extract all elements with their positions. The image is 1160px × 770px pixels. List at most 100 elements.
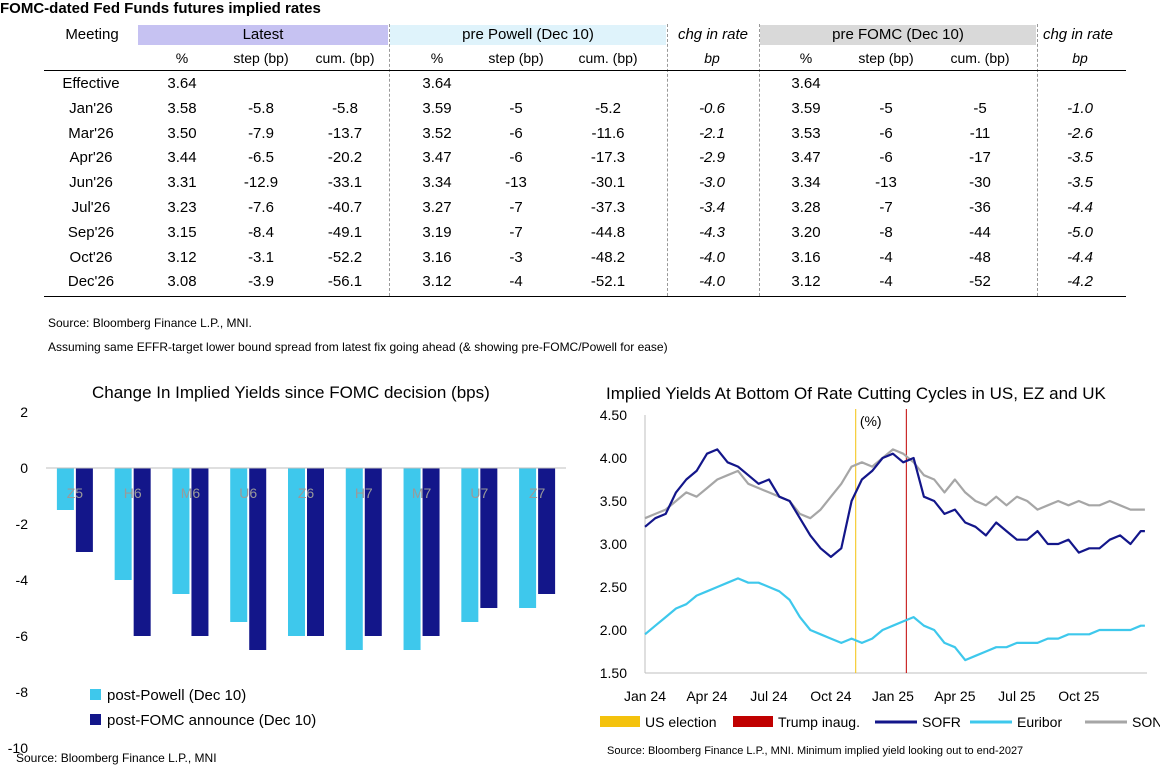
y-tick-label: 1.50 (600, 665, 627, 681)
table-cell: -12.9 (243, 174, 279, 192)
table-cell: 3.50 (167, 124, 197, 142)
table-cell: 3.47 (422, 149, 452, 167)
column-subheader: bp (1072, 50, 1088, 66)
table-cell: -52.1 (590, 273, 626, 291)
meeting-label: Effective (62, 75, 120, 92)
y-tick-label: 3.50 (600, 493, 627, 509)
table-cell: -3.5 (1067, 174, 1093, 192)
series-line-sofr (644, 448, 1145, 558)
table-cell: -5.0 (1067, 223, 1093, 241)
table-cell: 3.34 (422, 174, 452, 192)
table-cell: -7.9 (248, 124, 274, 142)
table-cell: 3.59 (422, 99, 452, 117)
table-cell: -17.3 (590, 149, 626, 167)
bar-post-fomc (191, 468, 209, 636)
bar-chart: 2 0 -2 -4 -6 -8 -10 Z5 H6 M6 U6 Z6 H7 M7 U7 Z7 post-Powe… (8, 404, 566, 756)
table-cell: -52 (969, 273, 991, 291)
table-cell: -4.0 (699, 248, 725, 266)
legend-label: post-Powell (Dec 10) (107, 687, 246, 704)
table-cell: -3.4 (699, 199, 725, 216)
table-cell: -6 (879, 124, 893, 142)
table-cell: -8 (879, 223, 893, 241)
column-subheader: cum. (bp) (315, 50, 375, 66)
legend-swatch (733, 716, 773, 727)
bar-post-powell (461, 468, 479, 622)
meeting-label: Dec'26 (67, 273, 115, 291)
legend-label: SONIA (1132, 714, 1160, 730)
table-cell: -5.8 (332, 99, 358, 117)
table-cell: -56.1 (327, 273, 363, 291)
column-subheader: step (bp) (858, 50, 914, 66)
line-chart-source: Source: Bloomberg Finance L.P., MNI. Min… (607, 745, 1024, 757)
table-cell: -3 (509, 248, 523, 266)
table-cell: -30.1 (590, 174, 626, 192)
y-tick-label: 2.50 (600, 579, 627, 595)
table-cell: -20.2 (327, 149, 363, 167)
table-cell: -40.7 (327, 199, 363, 216)
x-tick-label: Jul 24 (750, 688, 788, 704)
table-cell: -4 (509, 273, 523, 291)
header-rule (44, 70, 1126, 71)
table-cell: -3.5 (1067, 149, 1093, 167)
meeting-header: Meeting (65, 26, 119, 43)
y-tick-label: 4.50 (600, 407, 627, 423)
chg-rate-header-2: chg in rate (1042, 26, 1114, 43)
meeting-label: Sep'26 (67, 223, 115, 241)
bar-post-fomc (364, 468, 382, 636)
category-label: Z7 (529, 485, 546, 501)
table-cell: -1.0 (1067, 99, 1093, 117)
table-cell: -36 (969, 199, 991, 216)
table-cell: 3.16 (422, 248, 452, 266)
table-cell: 3.20 (791, 223, 821, 241)
x-tick-label: Apr 24 (686, 688, 727, 704)
column-subheader: step (bp) (233, 50, 289, 66)
y-tick-label: 0 (20, 460, 28, 476)
category-label: H6 (124, 485, 142, 501)
table-cell: -4.2 (1067, 273, 1093, 291)
y-tick-label: -6 (16, 628, 29, 644)
table-cell: -7 (879, 199, 893, 216)
meeting-label: Mar'26 (68, 124, 114, 142)
bar-post-fomc (480, 468, 498, 608)
table-cell: -48.2 (590, 248, 626, 266)
y-tick-label: -10 (8, 740, 28, 756)
table-cell: 3.27 (422, 199, 452, 216)
table-cell: 3.12 (422, 273, 452, 291)
x-tick-label: Jan 24 (624, 688, 666, 704)
bar-post-powell (345, 468, 363, 650)
bar-post-fomc (75, 468, 93, 552)
bar-post-fomc (422, 468, 440, 636)
table-cell: -2.1 (699, 124, 725, 142)
bar-chart-source: Source: Bloomberg Finance L.P., MNI (16, 751, 217, 765)
column-subheader: % (175, 50, 189, 66)
separator (759, 24, 760, 296)
pre-powell-header: pre Powell (Dec 10) (462, 26, 594, 43)
bar-post-fomc (538, 468, 556, 594)
y-tick-label: -4 (16, 572, 29, 588)
table-cell: -3.1 (248, 248, 274, 266)
table-cell: 3.16 (791, 248, 821, 266)
table-cell: -2.9 (699, 149, 725, 167)
meeting-label: Apr'26 (69, 149, 113, 167)
table-cell: -5 (879, 99, 893, 117)
chg-rate-header-1: chg in rate (677, 26, 749, 43)
table-cell: -33.1 (327, 174, 363, 192)
table-cell: 3.52 (422, 124, 452, 142)
bar-post-fomc (307, 468, 324, 636)
column-subheader: bp (704, 50, 720, 66)
table-cell: 3.64 (791, 75, 821, 92)
bar-post-powell (519, 468, 537, 608)
legend-label: US election (645, 714, 717, 730)
x-tick-label: Oct 25 (1058, 688, 1099, 704)
table-cell: -7 (509, 223, 523, 241)
table-cell: -48 (969, 248, 991, 266)
table-cell: -5 (509, 99, 523, 117)
table-title: FOMC-dated Fed Funds futures implied rat… (0, 0, 321, 17)
legend-swatch (90, 714, 101, 725)
table-cell: -13 (505, 174, 527, 192)
legend-label: post-FOMC announce (Dec 10) (107, 712, 316, 729)
bar-post-fomc (249, 468, 267, 650)
table-cell: 3.59 (791, 99, 821, 117)
bar-chart-title: Change In Implied Yields since FOMC deci… (92, 383, 490, 402)
meeting-label: Jun'26 (69, 174, 113, 192)
